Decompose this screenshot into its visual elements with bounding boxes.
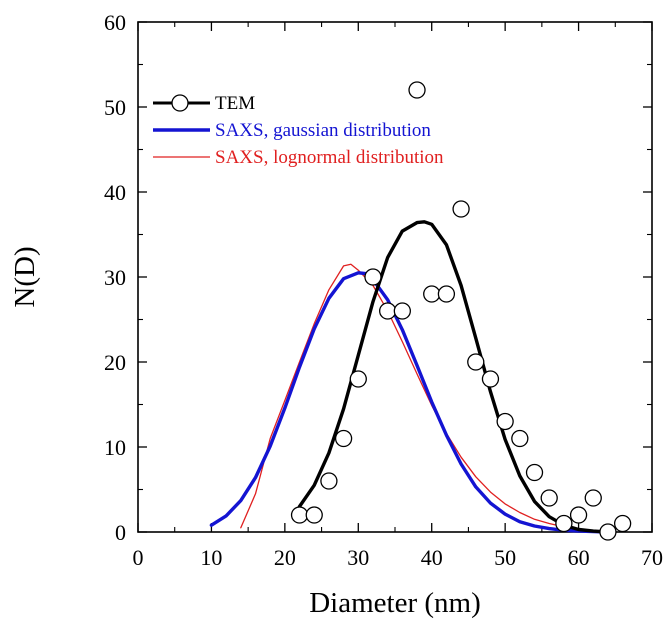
tem-point xyxy=(555,514,573,533)
y-tick-label: 10 xyxy=(104,435,126,460)
axis-tick-labels: 0 10 20 30 40 50 60 70 0 10 20 30 40 50 60 xyxy=(104,10,663,570)
y-tick-label: 40 xyxy=(104,180,126,205)
legend-label: SAXS, gaussian distribution xyxy=(215,120,431,141)
x-tick-label: 10 xyxy=(200,545,222,570)
x-tick-label: 20 xyxy=(274,545,296,570)
y-tick-label: 50 xyxy=(104,95,126,120)
y-axis-label: N(D) xyxy=(9,246,41,307)
x-tick-label: 70 xyxy=(641,545,663,570)
tem-point xyxy=(511,429,529,448)
tem-point xyxy=(364,268,382,286)
tem-point xyxy=(569,506,588,524)
x-tick-label: 40 xyxy=(421,545,443,570)
tem-point xyxy=(320,472,338,490)
axis-ticks xyxy=(137,21,653,533)
x-tick-label: 50 xyxy=(494,545,516,570)
tem-point xyxy=(452,200,470,218)
tem-point xyxy=(423,285,441,303)
tem-point xyxy=(613,514,632,533)
y-tick-label: 30 xyxy=(104,265,126,290)
tem-point xyxy=(393,302,411,320)
tem-point xyxy=(496,412,514,431)
series-layer xyxy=(209,81,632,541)
tem-point xyxy=(349,370,367,388)
tem-point xyxy=(467,353,485,371)
tem-point xyxy=(437,285,456,303)
tem-fit-line xyxy=(297,220,610,534)
legend-label: TEM xyxy=(215,93,255,114)
tem-point xyxy=(481,370,500,388)
y-tick-label: 0 xyxy=(115,520,126,545)
legend: TEM SAXS, gaussian distribution SAXS, logn… xyxy=(153,93,444,168)
legend-marker xyxy=(171,94,189,112)
tem-point xyxy=(584,489,602,507)
tem-point xyxy=(408,81,426,99)
legend-label: SAXS, lognormal distribution xyxy=(215,147,444,168)
y-tick-label: 20 xyxy=(104,350,126,375)
x-tick-label: 0 xyxy=(133,545,144,570)
gaussian-line xyxy=(209,271,610,534)
tem-point xyxy=(379,302,397,320)
y-tick-label: 60 xyxy=(104,10,126,35)
lognormal-line xyxy=(240,263,609,533)
tem-point xyxy=(525,463,544,482)
tem-point xyxy=(290,506,309,524)
x-tick-label: 30 xyxy=(347,545,369,570)
x-tick-label: 60 xyxy=(568,545,590,570)
x-axis-label: Diameter (nm) xyxy=(309,587,481,619)
tem-point xyxy=(599,523,617,541)
tem-point xyxy=(305,506,323,524)
tem-point xyxy=(540,489,558,507)
tem-point xyxy=(334,429,353,448)
